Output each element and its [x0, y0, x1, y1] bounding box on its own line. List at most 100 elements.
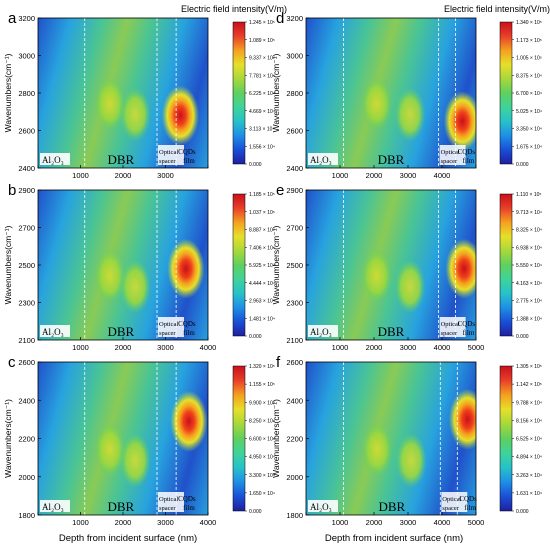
x-tick-label: 2000 — [115, 343, 132, 352]
x-tick-label: 5000 — [468, 518, 485, 527]
colorbar-tick-label: 5.550 × 10⁴ — [516, 263, 542, 269]
y-axis-label: Wavenumbers(cm⁻¹) — [3, 225, 13, 304]
x-tick-label: 4000 — [200, 518, 217, 527]
x-axis-label-left: Depth from incident surface (nm) — [59, 533, 197, 544]
heatmap-field — [306, 362, 476, 515]
y-tick-label: 2400 — [286, 164, 303, 173]
region-label-dbr: DBR — [378, 324, 405, 339]
y-tick-label: 2600 — [286, 127, 303, 136]
warm-lobe — [361, 76, 393, 131]
colorbar-tick-label: 1.675 × 10⁴ — [516, 144, 542, 150]
label-bg — [40, 153, 70, 165]
hotspot — [443, 91, 476, 152]
colorbar-tick-label: 1.037 × 10⁵ — [249, 210, 275, 216]
colorbar-tick-label: 3.263 × 10⁴ — [516, 473, 542, 479]
region-label-spacer: spacer — [441, 158, 458, 165]
y-tick-label: 2700 — [286, 224, 303, 233]
region-label-dbr: DBR — [378, 499, 405, 514]
colorbar-tick-label: 4.444 × 10⁴ — [249, 281, 275, 287]
colorbar-tick-label: 0.000 — [516, 509, 529, 515]
region-label-al2o3: Al₂O₃ — [42, 502, 64, 512]
heatmap-field — [306, 18, 476, 168]
warm-lobe — [362, 421, 393, 478]
x-tick-label: 1000 — [332, 343, 349, 352]
region-label-dbr: DBR — [108, 152, 135, 167]
region-label-film: film — [183, 504, 195, 512]
region-label-cqds: CQDs — [458, 320, 476, 328]
colorbar-tick-label: 6.938 × 10⁴ — [516, 245, 542, 251]
y-tick-label: 2800 — [286, 89, 303, 98]
warm-lobe — [361, 248, 393, 303]
colorbar-title-left: Electric field intensity(V/m) — [181, 4, 287, 14]
colorbar — [232, 21, 246, 165]
colorbar — [499, 193, 513, 337]
y-tick-label: 2500 — [18, 261, 35, 270]
colorbar-tick-label: 6.700 × 10⁴ — [516, 91, 542, 97]
colorbar-tick-label: 0.000 — [516, 334, 529, 340]
colorbar-tick-label: 2.963 × 10⁴ — [249, 299, 275, 305]
label-bg — [40, 500, 70, 512]
y-tick-label: 2200 — [286, 435, 303, 444]
x-tick-label: 4000 — [434, 171, 451, 180]
colorbar-tick-label: 1.245 × 10⁵ — [249, 20, 275, 26]
hotspot — [448, 388, 476, 450]
colorbar-tick-label: 5.025 × 10⁴ — [516, 109, 542, 115]
y-tick-label: 2300 — [286, 299, 303, 308]
colorbar-tick-label: 1.005 × 10⁵ — [516, 56, 542, 62]
colorbar — [499, 365, 513, 512]
warm-lobe — [94, 421, 126, 478]
colorbar-tick-label: 4.894 × 10⁴ — [516, 455, 542, 461]
hotspot — [445, 238, 476, 299]
region-label-spacer: spacer — [441, 330, 458, 337]
colorbar-tick-label: 1.340 × 10⁵ — [516, 20, 542, 26]
colorbar-tick-label: 8.887 × 10⁴ — [249, 228, 275, 234]
y-tick-label: 3000 — [286, 52, 303, 61]
x-tick-label: 3000 — [157, 343, 174, 352]
colorbar-tick-label: 1.185 × 10⁵ — [249, 192, 275, 198]
region-label-optical: Optical — [442, 496, 461, 503]
y-tick-label: 2800 — [18, 89, 35, 98]
colorbar-tick-label: 0.000 — [249, 334, 262, 340]
x-tick-label: 2000 — [366, 343, 383, 352]
panel-d: 2400 2600 2800 3000 3200 1000 2000 3000 4000 Wave… — [271, 10, 542, 180]
label-bg — [158, 492, 184, 512]
colorbar-tick-label: 1.142 × 10⁵ — [516, 382, 542, 388]
y-axis-label: Wavenumbers(cm⁻¹) — [3, 53, 13, 132]
y-axis-label: Wavenumbers(cm⁻¹) — [3, 399, 13, 478]
region-label-optical: Optical — [159, 496, 178, 503]
region-label-cqds: CQDs — [178, 320, 196, 328]
colorbar-tick-label: 3.350 × 10⁴ — [516, 127, 542, 133]
region-label-cqds: CQDs — [458, 148, 476, 156]
colorbar-tick-label: 1.110 × 10⁵ — [516, 192, 541, 198]
colorbar-tick-label: 2.775 × 10⁴ — [516, 299, 542, 305]
colorbar-tick-label: 1.173 × 10⁵ — [516, 38, 542, 44]
colorbar — [499, 21, 513, 165]
x-axis-label-right: Depth from incident surface (nm) — [325, 533, 463, 544]
label-bg — [40, 325, 70, 337]
x-tick-label: 1000 — [72, 518, 89, 527]
colorbar-tick-label: 7.406 × 10⁴ — [249, 245, 275, 251]
x-tick-label: 2000 — [115, 518, 132, 527]
colorbar-tick-label: 9.900 × 10⁴ — [249, 400, 275, 406]
y-tick-label: 2000 — [286, 473, 303, 482]
x-tick-label: 2000 — [115, 171, 132, 180]
region-label-film: film — [463, 157, 475, 165]
label-bg — [308, 500, 338, 512]
x-tick-label: 4000 — [200, 343, 217, 352]
label-bg — [308, 325, 338, 337]
region-label-al2o3: Al₂O₃ — [42, 327, 64, 337]
y-tick-label: 2400 — [18, 164, 35, 173]
x-tick-label: 2000 — [366, 518, 383, 527]
heatmap-field — [38, 362, 208, 515]
region-label-dbr: DBR — [378, 152, 405, 167]
panel-letter: c — [8, 354, 16, 371]
colorbar — [232, 365, 246, 512]
y-tick-label: 2300 — [18, 299, 35, 308]
region-label-optical: Optical — [441, 321, 460, 328]
heatmap-field — [306, 190, 476, 340]
y-tick-label: 2600 — [18, 127, 35, 136]
heatmap-bands — [306, 18, 476, 168]
heatmap-field — [38, 18, 208, 168]
y-tick-label: 2900 — [286, 186, 303, 195]
